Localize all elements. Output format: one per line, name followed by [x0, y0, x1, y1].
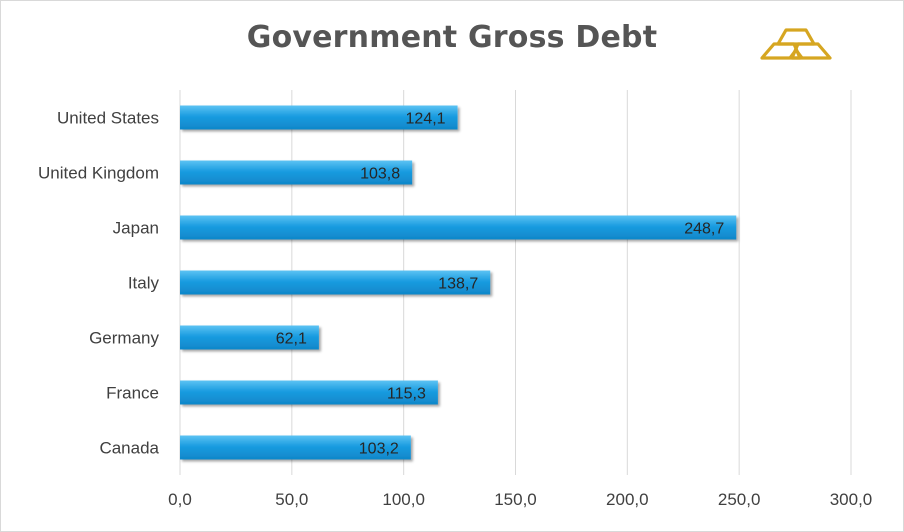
bar [180, 325, 319, 350]
chart-title: Government Gross Debt [246, 20, 658, 55]
bar [180, 435, 411, 460]
x-tick-label: 100,0 [382, 490, 425, 509]
data-label: 138,7 [438, 276, 478, 293]
x-tick-label: 150,0 [494, 490, 537, 509]
bar [180, 215, 737, 240]
category-label: United Kingdom [38, 164, 159, 183]
x-tick-label: 250,0 [718, 490, 761, 509]
bar [180, 160, 413, 185]
x-tick-label: 300,0 [830, 490, 873, 509]
bar [180, 270, 491, 295]
bar [180, 105, 458, 130]
category-label: Italy [128, 274, 160, 293]
category-label: Germany [89, 329, 159, 348]
data-label: 103,2 [359, 441, 399, 458]
category-label: France [106, 384, 159, 403]
category-label: United States [57, 109, 159, 128]
data-label: 115,3 [387, 386, 426, 403]
gold-bars-logo-icon [760, 28, 832, 60]
data-label: 124,1 [406, 111, 446, 128]
x-tick-label: 50,0 [275, 490, 308, 509]
category-label: Japan [113, 219, 159, 238]
data-label: 248,7 [684, 221, 724, 238]
x-tick-label: 200,0 [606, 490, 649, 509]
bar [180, 380, 438, 405]
category-label: Canada [99, 439, 159, 458]
x-tick-label: 0,0 [168, 490, 192, 509]
data-label: 103,8 [360, 166, 400, 183]
data-label: 62,1 [276, 331, 307, 348]
